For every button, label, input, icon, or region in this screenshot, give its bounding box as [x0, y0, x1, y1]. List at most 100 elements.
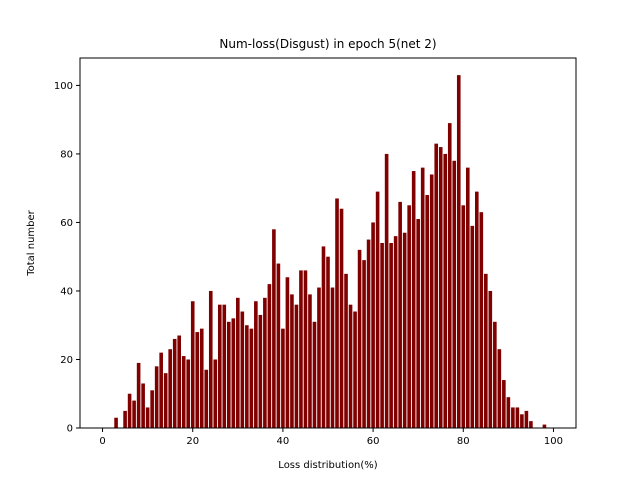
y-tick-label: 60 — [60, 218, 73, 229]
bar-32 — [245, 325, 249, 428]
bar-33 — [249, 328, 254, 428]
bar-43 — [294, 304, 299, 428]
bar-88 — [497, 349, 502, 428]
bar-12 — [154, 366, 159, 428]
bar-85 — [484, 273, 488, 428]
bar-48 — [317, 287, 321, 428]
bar-80 — [461, 205, 466, 428]
bar-69 — [411, 171, 416, 429]
bar-39 — [276, 263, 281, 428]
bar-9 — [141, 383, 145, 428]
bar-70 — [416, 219, 420, 428]
bar-64 — [389, 243, 393, 428]
bar-18 — [181, 356, 186, 428]
bar-56 — [353, 311, 357, 428]
y-axis-label: Total number — [26, 209, 37, 276]
bar-44 — [299, 270, 303, 428]
bar-59 — [366, 239, 371, 428]
bar-3 — [114, 417, 118, 428]
bar-19 — [186, 359, 191, 428]
bar-17 — [177, 335, 182, 428]
bar-40 — [281, 328, 285, 428]
y-tick-label: 20 — [60, 355, 73, 366]
bar-22 — [199, 328, 204, 428]
bar-77 — [447, 123, 452, 428]
x-tick-label: 100 — [544, 436, 563, 447]
bar-10 — [145, 407, 150, 428]
bar-20 — [190, 301, 195, 428]
bar-73 — [429, 174, 434, 428]
bar-31 — [240, 311, 245, 428]
bar-11 — [150, 390, 154, 428]
x-tick-label: 60 — [367, 436, 380, 447]
bar-55 — [348, 304, 353, 428]
bar-7 — [132, 400, 136, 428]
bar-41 — [285, 277, 290, 428]
bar-79 — [456, 75, 461, 428]
bar-91 — [511, 407, 515, 428]
bar-14 — [163, 373, 168, 428]
bar-93 — [520, 414, 524, 428]
bar-23 — [204, 369, 209, 428]
bar-90 — [506, 397, 511, 428]
bar-8 — [136, 362, 141, 428]
bar-81 — [465, 167, 470, 428]
x-tick-label: 20 — [186, 436, 199, 447]
bar-26 — [217, 304, 222, 428]
plot-frame — [79, 57, 577, 429]
bars-group — [114, 75, 547, 429]
bar-83 — [474, 191, 479, 428]
bar-62 — [380, 243, 384, 428]
bar-37 — [267, 284, 272, 428]
bar-25 — [213, 359, 218, 428]
bar-68 — [407, 205, 411, 428]
bar-60 — [371, 222, 375, 428]
bar-63 — [384, 153, 389, 429]
bar-51 — [330, 287, 335, 428]
bar-67 — [402, 232, 407, 428]
bar-78 — [452, 160, 457, 428]
bar-29 — [231, 318, 236, 428]
bar-94 — [524, 410, 529, 428]
bar-66 — [398, 201, 402, 428]
x-tick-label: 0 — [99, 436, 105, 447]
y-tick-label: 0 — [67, 424, 73, 435]
bar-28 — [226, 321, 231, 428]
bar-35 — [258, 314, 263, 428]
bar-24 — [208, 290, 213, 428]
x-axis-ticks: 0 20 40 60 80 100 — [99, 428, 563, 447]
bar-75 — [438, 147, 443, 428]
bar-30 — [236, 297, 240, 428]
x-tick-label: 80 — [457, 436, 470, 447]
bar-6 — [127, 393, 132, 428]
bar-46 — [308, 294, 312, 428]
chart-title: Num-loss(Disgust) in epoch 5(net 2) — [219, 37, 436, 51]
x-axis-label: Loss distribution(%) — [278, 460, 378, 471]
bar-15 — [168, 349, 172, 428]
bar-42 — [290, 294, 294, 428]
bar-27 — [222, 304, 227, 428]
bar-74 — [434, 143, 439, 429]
bar-71 — [420, 167, 425, 428]
bar-92 — [515, 407, 520, 428]
y-tick-label: 40 — [60, 286, 73, 297]
bar-57 — [357, 249, 362, 428]
bar-82 — [470, 225, 475, 428]
bar-95 — [529, 421, 533, 428]
y-axis-ticks: 0 20 40 60 80 100 — [54, 81, 80, 435]
x-tick-label: 40 — [277, 436, 290, 447]
bar-87 — [493, 321, 497, 428]
bar-72 — [425, 195, 430, 428]
bar-13 — [159, 352, 163, 428]
bar-36 — [263, 297, 267, 428]
bar-52 — [335, 198, 339, 428]
bar-84 — [479, 212, 484, 428]
y-tick-label: 100 — [54, 81, 73, 92]
bar-76 — [443, 153, 448, 429]
bar-98 — [542, 424, 547, 428]
bar-5 — [123, 410, 127, 428]
bar-50 — [326, 256, 330, 428]
bar-65 — [393, 236, 398, 428]
bar-89 — [502, 380, 506, 428]
